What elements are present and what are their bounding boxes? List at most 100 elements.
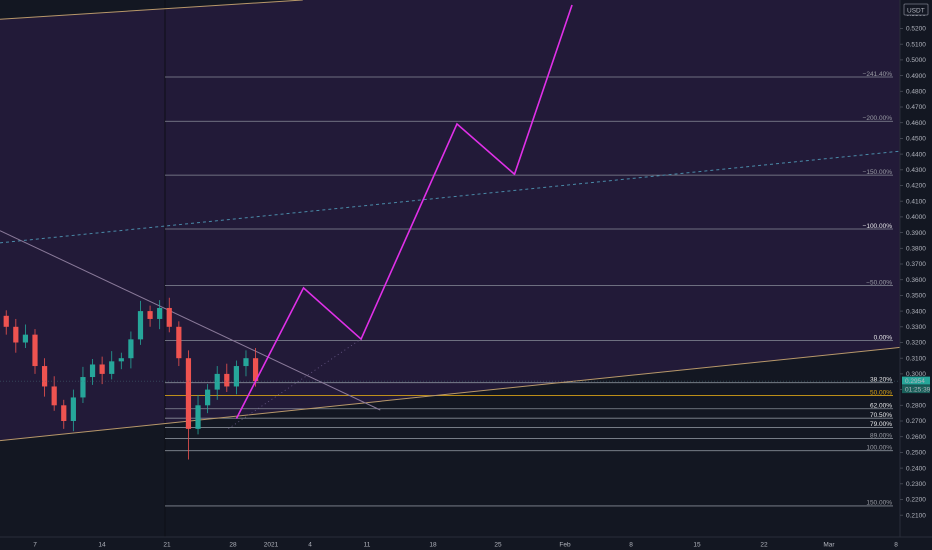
fib-level-label-6: 38.20%: [870, 376, 892, 383]
projection-polyline: [235, 4, 573, 420]
price-tick-label-24: 0.2800: [906, 403, 926, 410]
price-tick-label-31: 0.2100: [906, 512, 926, 519]
candle-body-26: [224, 373, 230, 387]
candle-body-16: [128, 339, 134, 359]
fib-level-label-3: −100.00%: [863, 223, 893, 230]
projection-path[interactable]: [235, 4, 573, 420]
time-tick-label-11: 15: [693, 542, 701, 549]
candle-body-22: [185, 358, 192, 429]
fib-level-label-11: 89.00%: [870, 432, 892, 439]
price-tick-label-27: 0.2500: [906, 450, 926, 457]
time-tick-label-4: 2021: [264, 542, 279, 549]
fib-level-label-13: 150.00%: [866, 500, 892, 507]
price-tick-label-13: 0.3900: [906, 230, 926, 237]
fib-level-label-0: −241.40%: [863, 71, 893, 78]
time-tick-label-3: 28: [229, 542, 237, 549]
candle-body-19: [157, 307, 163, 319]
time-tick-label-1: 14: [98, 542, 106, 549]
price-tick-label-17: 0.3500: [906, 293, 926, 300]
candle-body-29: [252, 358, 259, 382]
countdown-text: 01:25:39: [905, 386, 931, 393]
price-tick-label-28: 0.2400: [906, 465, 926, 472]
candle-body-24: [205, 389, 211, 406]
price-tick-label-0: 0.5200: [906, 26, 926, 33]
candle-body-27: [233, 366, 239, 387]
dotted-guide: [228, 338, 362, 429]
price-tick-label-6: 0.4600: [906, 120, 926, 127]
candle-body-4: [13, 326, 19, 343]
time-tick-label-13: Mar: [823, 542, 835, 549]
price-axis-panel[interactable]: [900, 0, 932, 537]
time-tick-label-14: 8: [894, 542, 898, 549]
candle-body-21: [176, 326, 182, 359]
time-tick-label-8: 25: [494, 542, 502, 549]
time-tick-label-7: 18: [429, 542, 437, 549]
fib-level-label-10: 79.00%: [870, 421, 892, 428]
time-tick-label-10: 8: [629, 542, 633, 549]
price-tick-label-21: 0.3100: [906, 355, 926, 362]
candle-body-23: [195, 405, 201, 429]
time-axis[interactable]: 7 14 21 28 2021 4 11 18 25 Feb 8 15 22 Mar 8: [33, 542, 898, 549]
price-tick-label-7: 0.4500: [906, 136, 926, 143]
time-tick-label-2: 21: [163, 542, 171, 549]
price-tick-label-1: 0.5100: [906, 41, 926, 48]
price-tick-label-20: 0.3200: [906, 340, 926, 347]
candle-body-3: [3, 315, 9, 327]
candle-body-11: [80, 377, 86, 398]
candle-body-7: [41, 366, 48, 387]
fib-level-label-5: 0.00%: [874, 334, 893, 341]
fib-level-label-4: −50.00%: [866, 279, 892, 286]
countdown-badge: [902, 385, 930, 394]
time-tick-label-6: 11: [364, 542, 371, 549]
current-price-text: 0.2954: [905, 378, 925, 385]
trendlines[interactable]: [0, 0, 901, 442]
time-tick-label-9: Feb: [559, 542, 571, 549]
candle-body-12: [89, 364, 96, 378]
channel-fill: [0, 0, 900, 441]
candle-body-9: [61, 405, 67, 421]
price-tick-label-3: 0.4900: [906, 73, 926, 80]
price-tick-label-30: 0.2200: [906, 497, 926, 504]
channel-upper-line: [0, 0, 303, 20]
candle-body-6: [32, 334, 38, 367]
price-tick-label-15: 0.3700: [906, 261, 926, 268]
price-tick-label-12: 0.4000: [906, 214, 926, 221]
time-tick-label-5: 4: [308, 542, 312, 549]
price-tick-label-16: 0.3600: [906, 277, 926, 284]
price-tick-label-2: 0.5000: [906, 57, 926, 64]
fib-retracement[interactable]: −241.40% −200.00% −150.00% −100.00% −50.00% 0…: [165, 71, 893, 507]
candle-body-13: [99, 364, 105, 374]
candle-body-15: [118, 358, 124, 362]
time-axis-panel[interactable]: [0, 537, 900, 550]
price-tick-label-19: 0.3300: [906, 324, 926, 331]
current-price-badge: [902, 376, 930, 385]
time-tick-label-12: 22: [760, 542, 768, 549]
price-tick-label-29: 0.2300: [906, 481, 926, 488]
price-tick-label-18: 0.3400: [906, 308, 926, 315]
candle-body-25: [214, 373, 220, 390]
candle-body-20: [166, 307, 172, 327]
price-tick-label-8: 0.4400: [906, 151, 926, 158]
price-tick-label-25: 0.2700: [906, 418, 926, 425]
price-tick-label-14: 0.3800: [906, 246, 926, 253]
candlesticks: [0, 297, 900, 460]
price-tick-label-5: 0.4700: [906, 104, 926, 111]
fib-level-label-7: 50.00%: [870, 389, 892, 396]
price-tick-label-10: 0.4200: [906, 183, 926, 190]
fib-level-label-1: −200.00%: [863, 115, 893, 122]
currency-badge: [903, 3, 929, 16]
candle-body-14: [109, 361, 115, 374]
candle-body-28: [243, 358, 249, 367]
fib-level-label-2: −150.00%: [863, 169, 893, 176]
fib-level-label-9: 70.50%: [870, 412, 892, 419]
price-tick-label-26: 0.2600: [906, 434, 926, 441]
candle-body-10: [70, 397, 76, 421]
channel-mid-line: [0, 150, 901, 244]
descending-trendline: [0, 230, 381, 411]
candle-body-17: [137, 311, 144, 340]
fib-level-label-8: 62.00%: [870, 403, 892, 410]
candle-body-8: [51, 386, 57, 406]
currency-label: USDT: [907, 8, 925, 15]
price-tick-label-22: 0.3000: [906, 371, 926, 378]
